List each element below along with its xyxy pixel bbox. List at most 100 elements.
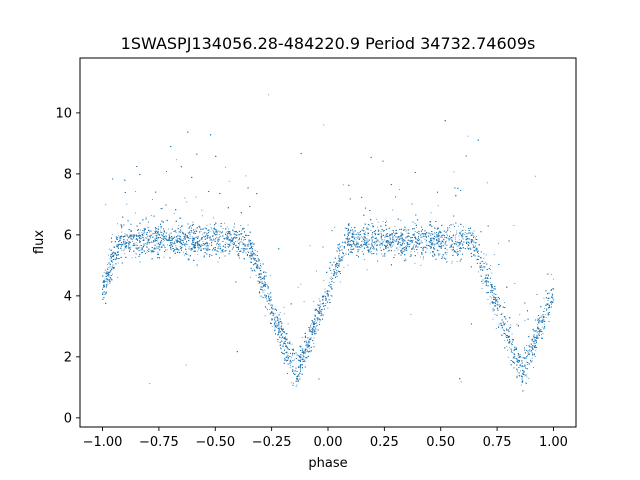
- data-point: [525, 361, 527, 363]
- data-point: [318, 318, 319, 320]
- data-point: [271, 318, 273, 320]
- data-point: [355, 239, 357, 241]
- data-point: [287, 353, 289, 355]
- data-point: [374, 244, 376, 246]
- data-point: [408, 229, 410, 231]
- data-point: [534, 331, 536, 332]
- data-point: [266, 300, 268, 302]
- data-point: [222, 228, 224, 229]
- data-point: [281, 337, 282, 339]
- data-point: [255, 275, 257, 276]
- data-point: [337, 260, 339, 262]
- data-point: [138, 234, 140, 236]
- data-point: [331, 272, 333, 274]
- data-point: [446, 233, 448, 235]
- data-point: [307, 343, 309, 345]
- data-point: [365, 237, 367, 239]
- data-point: [145, 243, 146, 245]
- data-point: [256, 250, 258, 252]
- data-point: [385, 245, 387, 246]
- data-point: [187, 237, 189, 239]
- data-point: [327, 296, 329, 298]
- data-point: [494, 298, 496, 300]
- data-point: [348, 239, 350, 241]
- data-point: [126, 246, 128, 248]
- data-point: [439, 236, 441, 238]
- data-point: [172, 239, 173, 241]
- data-point: [191, 232, 193, 233]
- data-point: [212, 240, 214, 242]
- data-point: [406, 245, 408, 247]
- data-point: [245, 245, 247, 247]
- data-point: [416, 238, 418, 240]
- data-point: [280, 335, 282, 336]
- data-point: [438, 253, 440, 255]
- data-point: [325, 303, 327, 304]
- data-point: [437, 242, 439, 243]
- data-point: [392, 209, 394, 211]
- data-point: [521, 380, 523, 382]
- data-point: [151, 252, 153, 254]
- data-point: [485, 281, 487, 283]
- data-point: [286, 337, 288, 339]
- data-point: [481, 275, 483, 277]
- data-point: [362, 240, 364, 242]
- data-point: [145, 216, 147, 218]
- data-point: [239, 244, 240, 246]
- data-point: [317, 324, 318, 326]
- data-point: [161, 235, 163, 237]
- data-point: [280, 347, 281, 349]
- data-point: [247, 251, 249, 253]
- data-point: [334, 226, 335, 228]
- data-point: [287, 348, 289, 350]
- data-point: [156, 235, 157, 237]
- data-point: [289, 343, 291, 345]
- data-point: [221, 249, 223, 251]
- data-point: [543, 297, 545, 299]
- data-point: [376, 218, 378, 220]
- data-point: [490, 301, 492, 303]
- data-point: [521, 365, 523, 367]
- data-point: [489, 265, 491, 267]
- data-point: [537, 324, 538, 326]
- data-point: [249, 240, 251, 242]
- data-point: [477, 255, 479, 257]
- data-point: [518, 355, 520, 357]
- data-point: [212, 231, 214, 233]
- data-point: [314, 318, 315, 320]
- data-point: [535, 339, 536, 341]
- data-point: [316, 322, 317, 324]
- data-point: [233, 231, 235, 232]
- data-point: [477, 271, 479, 273]
- data-point: [463, 226, 464, 228]
- data-point: [552, 278, 554, 280]
- data-point: [288, 355, 290, 357]
- data-point: [401, 234, 403, 236]
- data-point: [414, 251, 416, 253]
- data-point: [404, 249, 406, 251]
- data-point: [295, 386, 297, 387]
- data-point: [419, 239, 420, 240]
- data-point: [498, 325, 500, 327]
- data-point: [266, 307, 268, 309]
- data-point: [389, 239, 391, 240]
- data-point: [251, 242, 253, 244]
- data-point: [414, 231, 416, 233]
- data-point: [161, 238, 162, 239]
- data-point: [261, 279, 263, 281]
- data-point: [338, 264, 340, 266]
- data-point: [390, 246, 392, 248]
- data-point: [192, 221, 194, 223]
- data-point: [485, 281, 487, 283]
- data-point: [366, 240, 368, 241]
- data-point: [410, 314, 412, 315]
- data-point: [522, 371, 524, 373]
- data-point: [128, 244, 130, 246]
- data-point: [239, 225, 241, 226]
- data-point: [552, 289, 554, 291]
- data-point: [353, 227, 355, 229]
- data-point: [323, 279, 325, 281]
- data-point: [494, 313, 496, 315]
- data-point: [415, 242, 417, 244]
- data-point: [399, 246, 401, 248]
